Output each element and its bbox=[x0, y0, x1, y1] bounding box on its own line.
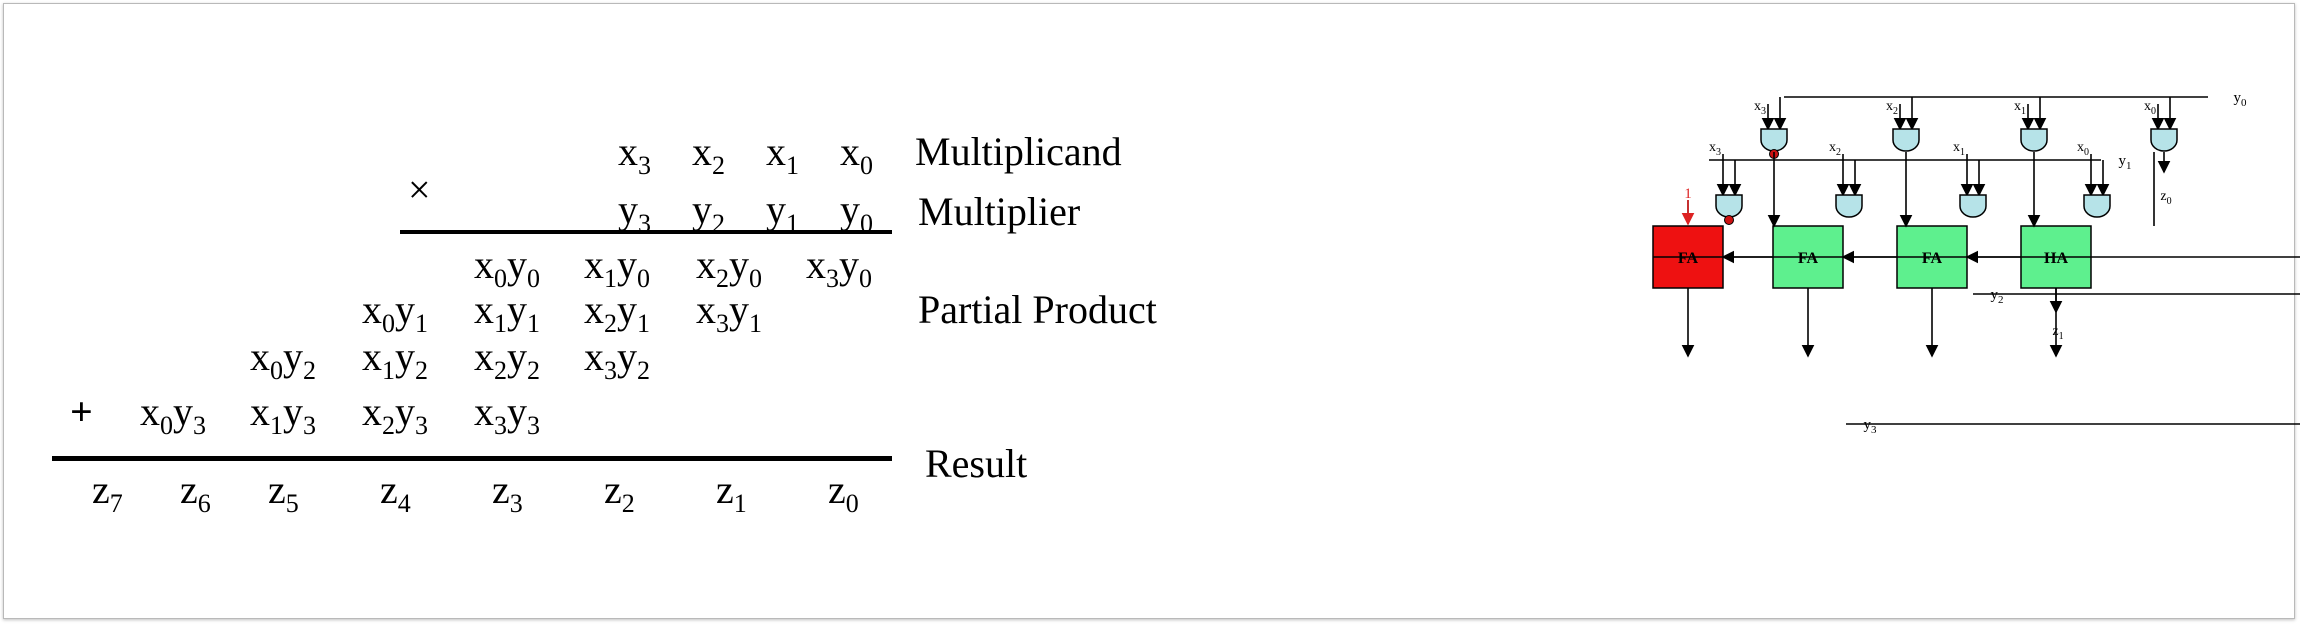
carry-in-label: 1 bbox=[1684, 186, 1692, 202]
partial-product-term: x0y3 bbox=[140, 389, 206, 441]
and-gate bbox=[1715, 194, 1743, 218]
partial-product-term: x1y2 bbox=[362, 334, 428, 386]
and-gate bbox=[2083, 194, 2111, 218]
partial-product-term: x1y3 bbox=[250, 389, 316, 441]
plus-symbol: + bbox=[70, 389, 93, 434]
result-term: z7 bbox=[92, 467, 123, 519]
adder-block-label: FA bbox=[1798, 250, 1819, 267]
long-multiplication: x3 x2 x1 x0 Multiplicand × y3 y2 y1 y0 M… bbox=[52, 129, 1157, 519]
multiplicand-term: x3 bbox=[618, 129, 651, 181]
multiplier-label: Multiplier bbox=[918, 189, 1081, 234]
partial-product-term: x0y1 bbox=[362, 287, 428, 339]
x-label: x2 bbox=[1886, 99, 1898, 117]
and-gate bbox=[2020, 128, 2048, 152]
result-label: Result bbox=[925, 441, 1028, 486]
x-label: x2 bbox=[1829, 140, 1841, 158]
partial-product-term: x1y1 bbox=[474, 287, 540, 339]
x-label: x3 bbox=[1754, 99, 1766, 117]
result-term: z0 bbox=[828, 467, 859, 519]
and-gate bbox=[2150, 128, 2178, 152]
partial-product-term: x3y2 bbox=[584, 334, 650, 386]
x-label: x1 bbox=[2014, 99, 2026, 117]
multiplier-term: y0 bbox=[840, 187, 873, 239]
and-gate bbox=[1892, 128, 1920, 152]
y-label: y1 bbox=[2119, 153, 2132, 172]
times-symbol: × bbox=[408, 167, 431, 212]
z0-output-label: z0 bbox=[2160, 189, 2171, 207]
inverter-bubble bbox=[1724, 215, 1734, 225]
and-gate bbox=[1959, 194, 1987, 218]
result-term: z2 bbox=[604, 467, 635, 519]
multiplicand-term: x2 bbox=[692, 129, 725, 181]
array-multiplier-circuit: y0x3x2x1x0z0y1x3x2x1x0FAFAFAHA1z1y2x3x2x… bbox=[1652, 90, 2300, 436]
partial-product-term: x2y1 bbox=[584, 287, 650, 339]
multiplicand-term: x0 bbox=[840, 129, 873, 181]
multiplier-rule bbox=[400, 230, 892, 234]
multiplier-term: y3 bbox=[618, 187, 651, 239]
partial-product-label: Partial Product bbox=[918, 287, 1157, 332]
result-term: z4 bbox=[380, 467, 411, 519]
slide-frame bbox=[3, 3, 2295, 619]
multiplier-term: y2 bbox=[692, 187, 725, 239]
result-term: z5 bbox=[268, 467, 299, 519]
and-gate bbox=[1760, 128, 1788, 152]
result-term: z6 bbox=[180, 467, 211, 519]
and-gate bbox=[1835, 194, 1863, 218]
result-rule bbox=[52, 456, 892, 461]
y-label: y3 bbox=[1864, 417, 1878, 436]
adder-block-label: FA bbox=[1678, 250, 1699, 267]
multiplicand-label: Multiplicand bbox=[915, 129, 1122, 174]
partial-product-term: x2y3 bbox=[362, 389, 428, 441]
x-label: x0 bbox=[2144, 99, 2156, 117]
partial-product-term: x0y2 bbox=[250, 334, 316, 386]
y-label: y2 bbox=[1991, 287, 2004, 306]
x-label: x1 bbox=[1953, 140, 1965, 158]
partial-product-term: x0y0 bbox=[474, 242, 540, 294]
partial-product-term: x2y2 bbox=[474, 334, 540, 386]
partial-product-term: x2y0 bbox=[696, 242, 762, 294]
partial-product-term: x3y0 bbox=[806, 242, 872, 294]
partial-product-term: x3y3 bbox=[474, 389, 540, 441]
adder-block-label: HA bbox=[2044, 250, 2068, 267]
result-term: z1 bbox=[716, 467, 747, 519]
x-label: x0 bbox=[2077, 140, 2089, 158]
result-term: z3 bbox=[492, 467, 523, 519]
z1-output-label: z1 bbox=[2052, 324, 2063, 342]
x-label: x3 bbox=[1709, 140, 1721, 158]
partial-product-term: x1y0 bbox=[584, 242, 650, 294]
partial-product-term: x3y1 bbox=[696, 287, 762, 339]
multiplicand-term: x1 bbox=[766, 129, 799, 181]
multiplier-term: y1 bbox=[766, 187, 799, 239]
adder-block-label: FA bbox=[1922, 250, 1943, 267]
y0-label: y0 bbox=[2234, 90, 2248, 109]
